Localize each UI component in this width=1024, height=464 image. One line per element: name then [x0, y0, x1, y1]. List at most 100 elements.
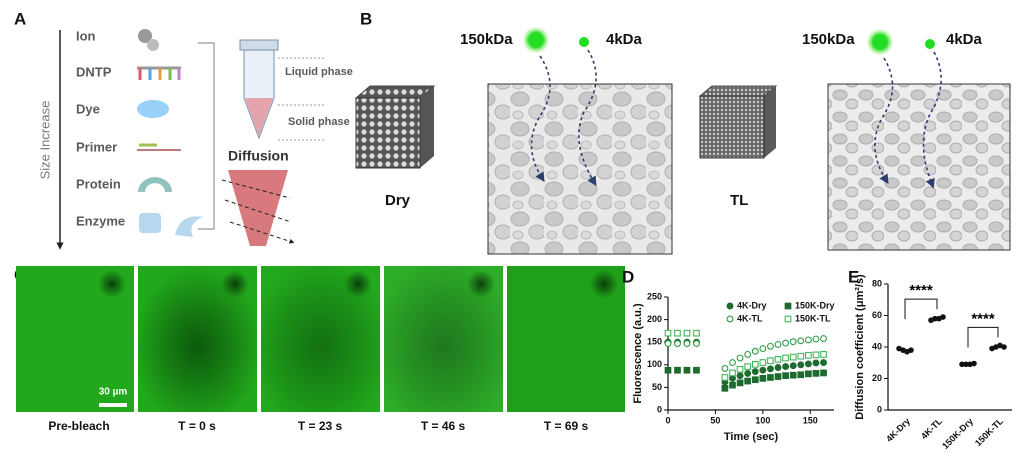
point [782, 372, 789, 379]
point [820, 359, 828, 366]
panel-label: E [848, 267, 859, 286]
panel-c: C 30 µm Pre-bleach T = 0 s T = 23 s T = … [14, 265, 625, 433]
dark-spot [344, 270, 372, 298]
y-axis-label: Diffusion coefficient (μm²/s) [854, 274, 866, 420]
dark-spot [98, 270, 126, 298]
point [721, 374, 729, 381]
point [971, 360, 977, 367]
point [766, 365, 774, 373]
point [782, 363, 790, 371]
y-tick-label: 50 [652, 382, 662, 392]
point [812, 359, 820, 367]
item: Enzyme [76, 213, 125, 228]
point [797, 371, 805, 379]
point [751, 360, 759, 368]
point [751, 376, 759, 384]
y-tick-label: 20 [872, 373, 882, 383]
point [729, 369, 736, 377]
icons [137, 29, 215, 237]
legend-label: 150K-TL [795, 313, 831, 323]
point [693, 340, 700, 348]
large-molecule [523, 27, 549, 53]
point [729, 381, 736, 389]
point [789, 338, 797, 346]
point [805, 351, 812, 359]
point [729, 359, 736, 366]
point [789, 353, 797, 361]
y-axis-label: Fluorescence (a.u.) [632, 303, 644, 404]
point [812, 351, 820, 359]
liquid-phase: Liquid phase [285, 66, 353, 78]
point [774, 341, 782, 348]
point [932, 315, 938, 322]
point [797, 352, 805, 360]
legend-marker [784, 302, 792, 310]
y-tick-label: 100 [647, 359, 662, 369]
point [736, 372, 744, 380]
point [812, 370, 820, 377]
point [1001, 344, 1007, 350]
point [959, 361, 965, 368]
y-tick-label: 250 [647, 291, 662, 301]
x-tick-label: 100 [755, 415, 770, 425]
path-arrow [874, 57, 894, 185]
frame-caption: T = 0 s [178, 419, 216, 433]
large-molecule [867, 29, 893, 55]
pore-box [487, 83, 673, 255]
large-molecule-label: 150kDa [460, 31, 513, 48]
point [782, 354, 789, 362]
item: Dye [76, 101, 100, 116]
point [683, 366, 691, 374]
point [774, 373, 782, 380]
point [674, 329, 681, 337]
legend-label: 4K-Dry [737, 300, 767, 310]
small-molecule [925, 39, 935, 49]
point [744, 350, 752, 358]
x-tick-label: 150K-TL [973, 416, 1006, 449]
x-tick-label: 150K-Dry [940, 416, 975, 451]
point [789, 371, 797, 379]
y-tick-label: 200 [647, 314, 662, 324]
tube [239, 39, 324, 141]
point [693, 329, 700, 337]
legend-marker [784, 315, 792, 323]
point [797, 361, 805, 369]
cone [221, 170, 292, 246]
point [820, 335, 828, 343]
point [744, 363, 752, 370]
y-tick-label: 40 [872, 341, 882, 351]
scale-bar [99, 403, 127, 407]
liquid-phase-text: Liquid phase [285, 66, 353, 78]
x-tick-label: 0 [665, 415, 670, 425]
x-tick-label: 4K-Dry [884, 416, 912, 444]
small-molecule [579, 37, 589, 47]
point [751, 347, 759, 355]
y-tick-label: 0 [657, 404, 662, 414]
cube-top [698, 85, 778, 97]
significance-bracket [967, 326, 999, 348]
point [736, 365, 744, 373]
panel-b: B Dry 150kDa 4kDa TL 150kDa 4kDa [354, 9, 1011, 255]
point [805, 370, 812, 378]
path-arrow [530, 55, 551, 183]
small-molecule-label: 4kDa [606, 31, 643, 48]
point [751, 368, 759, 376]
point [804, 360, 812, 368]
panel-a: A Size Increase Ion DNTP Dye Primer Prot… [14, 9, 353, 250]
cube-front [699, 95, 765, 159]
point [729, 374, 736, 382]
point [766, 342, 774, 350]
y-tick-label: 80 [872, 278, 882, 288]
point [759, 366, 767, 374]
item: DNTP [76, 64, 112, 79]
point [759, 375, 767, 382]
legend-marker [726, 315, 734, 323]
point [683, 340, 691, 348]
point [820, 369, 827, 377]
point [683, 329, 691, 337]
point [774, 356, 782, 363]
solid-phase: Solid phase [288, 116, 350, 128]
significance-label: **** [909, 282, 933, 299]
x-tick-label: 50 [710, 415, 720, 425]
